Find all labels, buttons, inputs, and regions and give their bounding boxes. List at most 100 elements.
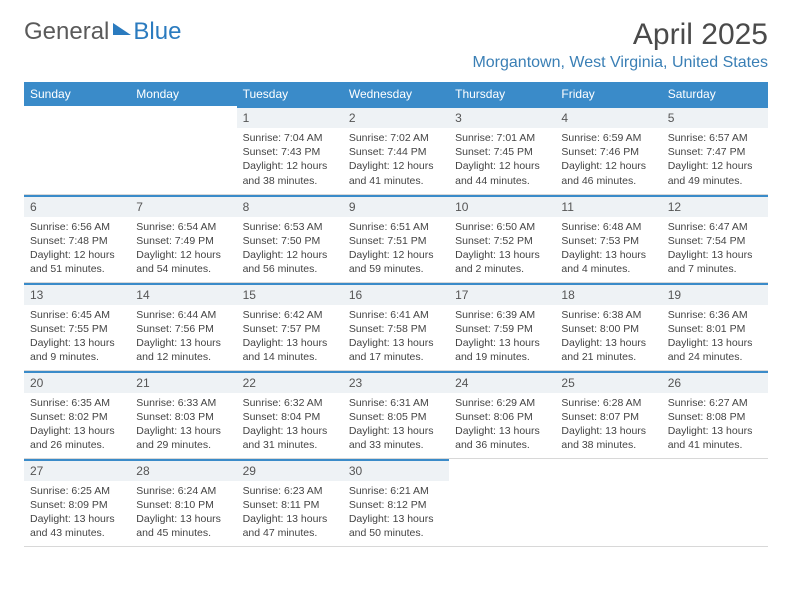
logo-text-1: General [24,18,109,46]
day-number: 8 [237,195,343,217]
day-details: Sunrise: 6:39 AMSunset: 7:59 PMDaylight:… [449,305,555,369]
day-number: 19 [662,283,768,305]
calendar-week: 20Sunrise: 6:35 AMSunset: 8:02 PMDayligh… [24,370,768,458]
day-number: 5 [662,106,768,128]
day-number: 24 [449,371,555,393]
day-details: Sunrise: 6:32 AMSunset: 8:04 PMDaylight:… [237,393,343,457]
calendar-day: 28Sunrise: 6:24 AMSunset: 8:10 PMDayligh… [130,458,236,546]
calendar-week: 6Sunrise: 6:56 AMSunset: 7:48 PMDaylight… [24,194,768,282]
calendar-day: 6Sunrise: 6:56 AMSunset: 7:48 PMDaylight… [24,194,130,282]
weekday-header: Tuesday [237,82,343,106]
day-details: Sunrise: 6:28 AMSunset: 8:07 PMDaylight:… [555,393,661,457]
weekday-header: Monday [130,82,236,106]
day-number: 28 [130,459,236,481]
day-number: 23 [343,371,449,393]
logo-icon [113,23,131,35]
calendar-day: 3Sunrise: 7:01 AMSunset: 7:45 PMDaylight… [449,106,555,194]
calendar-head: SundayMondayTuesdayWednesdayThursdayFrid… [24,82,768,106]
day-details: Sunrise: 6:27 AMSunset: 8:08 PMDaylight:… [662,393,768,457]
day-number: 17 [449,283,555,305]
day-number: 14 [130,283,236,305]
day-details: Sunrise: 6:56 AMSunset: 7:48 PMDaylight:… [24,217,130,281]
day-details: Sunrise: 6:50 AMSunset: 7:52 PMDaylight:… [449,217,555,281]
day-number: 3 [449,106,555,128]
calendar-day: 5Sunrise: 6:57 AMSunset: 7:47 PMDaylight… [662,106,768,194]
day-details: Sunrise: 6:54 AMSunset: 7:49 PMDaylight:… [130,217,236,281]
weekday-header: Sunday [24,82,130,106]
calendar-day: 9Sunrise: 6:51 AMSunset: 7:51 PMDaylight… [343,194,449,282]
day-details: Sunrise: 6:33 AMSunset: 8:03 PMDaylight:… [130,393,236,457]
day-number: 1 [237,106,343,128]
day-number: 12 [662,195,768,217]
calendar-day: 29Sunrise: 6:23 AMSunset: 8:11 PMDayligh… [237,458,343,546]
calendar-empty [24,106,130,194]
day-details: Sunrise: 6:45 AMSunset: 7:55 PMDaylight:… [24,305,130,369]
day-details: Sunrise: 6:42 AMSunset: 7:57 PMDaylight:… [237,305,343,369]
calendar-day: 11Sunrise: 6:48 AMSunset: 7:53 PMDayligh… [555,194,661,282]
day-details: Sunrise: 7:02 AMSunset: 7:44 PMDaylight:… [343,128,449,192]
day-details: Sunrise: 6:31 AMSunset: 8:05 PMDaylight:… [343,393,449,457]
location: Morgantown, West Virginia, United States [472,54,768,72]
day-number: 30 [343,459,449,481]
day-number: 2 [343,106,449,128]
calendar-body: 1Sunrise: 7:04 AMSunset: 7:43 PMDaylight… [24,106,768,546]
day-number: 10 [449,195,555,217]
calendar-day: 7Sunrise: 6:54 AMSunset: 7:49 PMDaylight… [130,194,236,282]
day-number: 4 [555,106,661,128]
calendar-day: 16Sunrise: 6:41 AMSunset: 7:58 PMDayligh… [343,282,449,370]
calendar-day: 18Sunrise: 6:38 AMSunset: 8:00 PMDayligh… [555,282,661,370]
calendar-day: 26Sunrise: 6:27 AMSunset: 8:08 PMDayligh… [662,370,768,458]
day-details: Sunrise: 6:53 AMSunset: 7:50 PMDaylight:… [237,217,343,281]
day-details: Sunrise: 6:35 AMSunset: 8:02 PMDaylight:… [24,393,130,457]
day-details: Sunrise: 6:57 AMSunset: 7:47 PMDaylight:… [662,128,768,192]
calendar-day: 25Sunrise: 6:28 AMSunset: 8:07 PMDayligh… [555,370,661,458]
calendar-day: 19Sunrise: 6:36 AMSunset: 8:01 PMDayligh… [662,282,768,370]
calendar-empty [130,106,236,194]
day-details: Sunrise: 6:38 AMSunset: 8:00 PMDaylight:… [555,305,661,369]
day-number: 6 [24,195,130,217]
calendar-day: 4Sunrise: 6:59 AMSunset: 7:46 PMDaylight… [555,106,661,194]
calendar-day: 27Sunrise: 6:25 AMSunset: 8:09 PMDayligh… [24,458,130,546]
weekday-header: Thursday [449,82,555,106]
weekday-header: Wednesday [343,82,449,106]
day-details: Sunrise: 6:29 AMSunset: 8:06 PMDaylight:… [449,393,555,457]
calendar-empty [449,458,555,546]
day-details: Sunrise: 6:21 AMSunset: 8:12 PMDaylight:… [343,481,449,545]
calendar-day: 10Sunrise: 6:50 AMSunset: 7:52 PMDayligh… [449,194,555,282]
day-number: 26 [662,371,768,393]
title-block: April 2025 Morgantown, West Virginia, Un… [472,18,768,78]
day-details: Sunrise: 6:48 AMSunset: 7:53 PMDaylight:… [555,217,661,281]
day-number: 7 [130,195,236,217]
header: General Blue April 2025 Morgantown, West… [24,18,768,78]
calendar-day: 2Sunrise: 7:02 AMSunset: 7:44 PMDaylight… [343,106,449,194]
calendar-day: 21Sunrise: 6:33 AMSunset: 8:03 PMDayligh… [130,370,236,458]
day-details: Sunrise: 6:51 AMSunset: 7:51 PMDaylight:… [343,217,449,281]
day-number: 25 [555,371,661,393]
calendar-day: 24Sunrise: 6:29 AMSunset: 8:06 PMDayligh… [449,370,555,458]
calendar-day: 13Sunrise: 6:45 AMSunset: 7:55 PMDayligh… [24,282,130,370]
logo: General Blue [24,18,181,46]
day-number: 20 [24,371,130,393]
day-number: 18 [555,283,661,305]
day-details: Sunrise: 6:25 AMSunset: 8:09 PMDaylight:… [24,481,130,545]
day-number: 21 [130,371,236,393]
day-number: 15 [237,283,343,305]
day-number: 13 [24,283,130,305]
day-number: 16 [343,283,449,305]
weekday-header: Saturday [662,82,768,106]
calendar-day: 30Sunrise: 6:21 AMSunset: 8:12 PMDayligh… [343,458,449,546]
day-details: Sunrise: 7:04 AMSunset: 7:43 PMDaylight:… [237,128,343,192]
day-details: Sunrise: 7:01 AMSunset: 7:45 PMDaylight:… [449,128,555,192]
day-details: Sunrise: 6:47 AMSunset: 7:54 PMDaylight:… [662,217,768,281]
calendar-day: 17Sunrise: 6:39 AMSunset: 7:59 PMDayligh… [449,282,555,370]
calendar-day: 14Sunrise: 6:44 AMSunset: 7:56 PMDayligh… [130,282,236,370]
weekday-header: Friday [555,82,661,106]
calendar-empty [662,458,768,546]
month-title: April 2025 [472,18,768,52]
calendar-day: 15Sunrise: 6:42 AMSunset: 7:57 PMDayligh… [237,282,343,370]
calendar-day: 20Sunrise: 6:35 AMSunset: 8:02 PMDayligh… [24,370,130,458]
calendar-day: 1Sunrise: 7:04 AMSunset: 7:43 PMDaylight… [237,106,343,194]
calendar-empty [555,458,661,546]
day-number: 22 [237,371,343,393]
calendar-day: 8Sunrise: 6:53 AMSunset: 7:50 PMDaylight… [237,194,343,282]
